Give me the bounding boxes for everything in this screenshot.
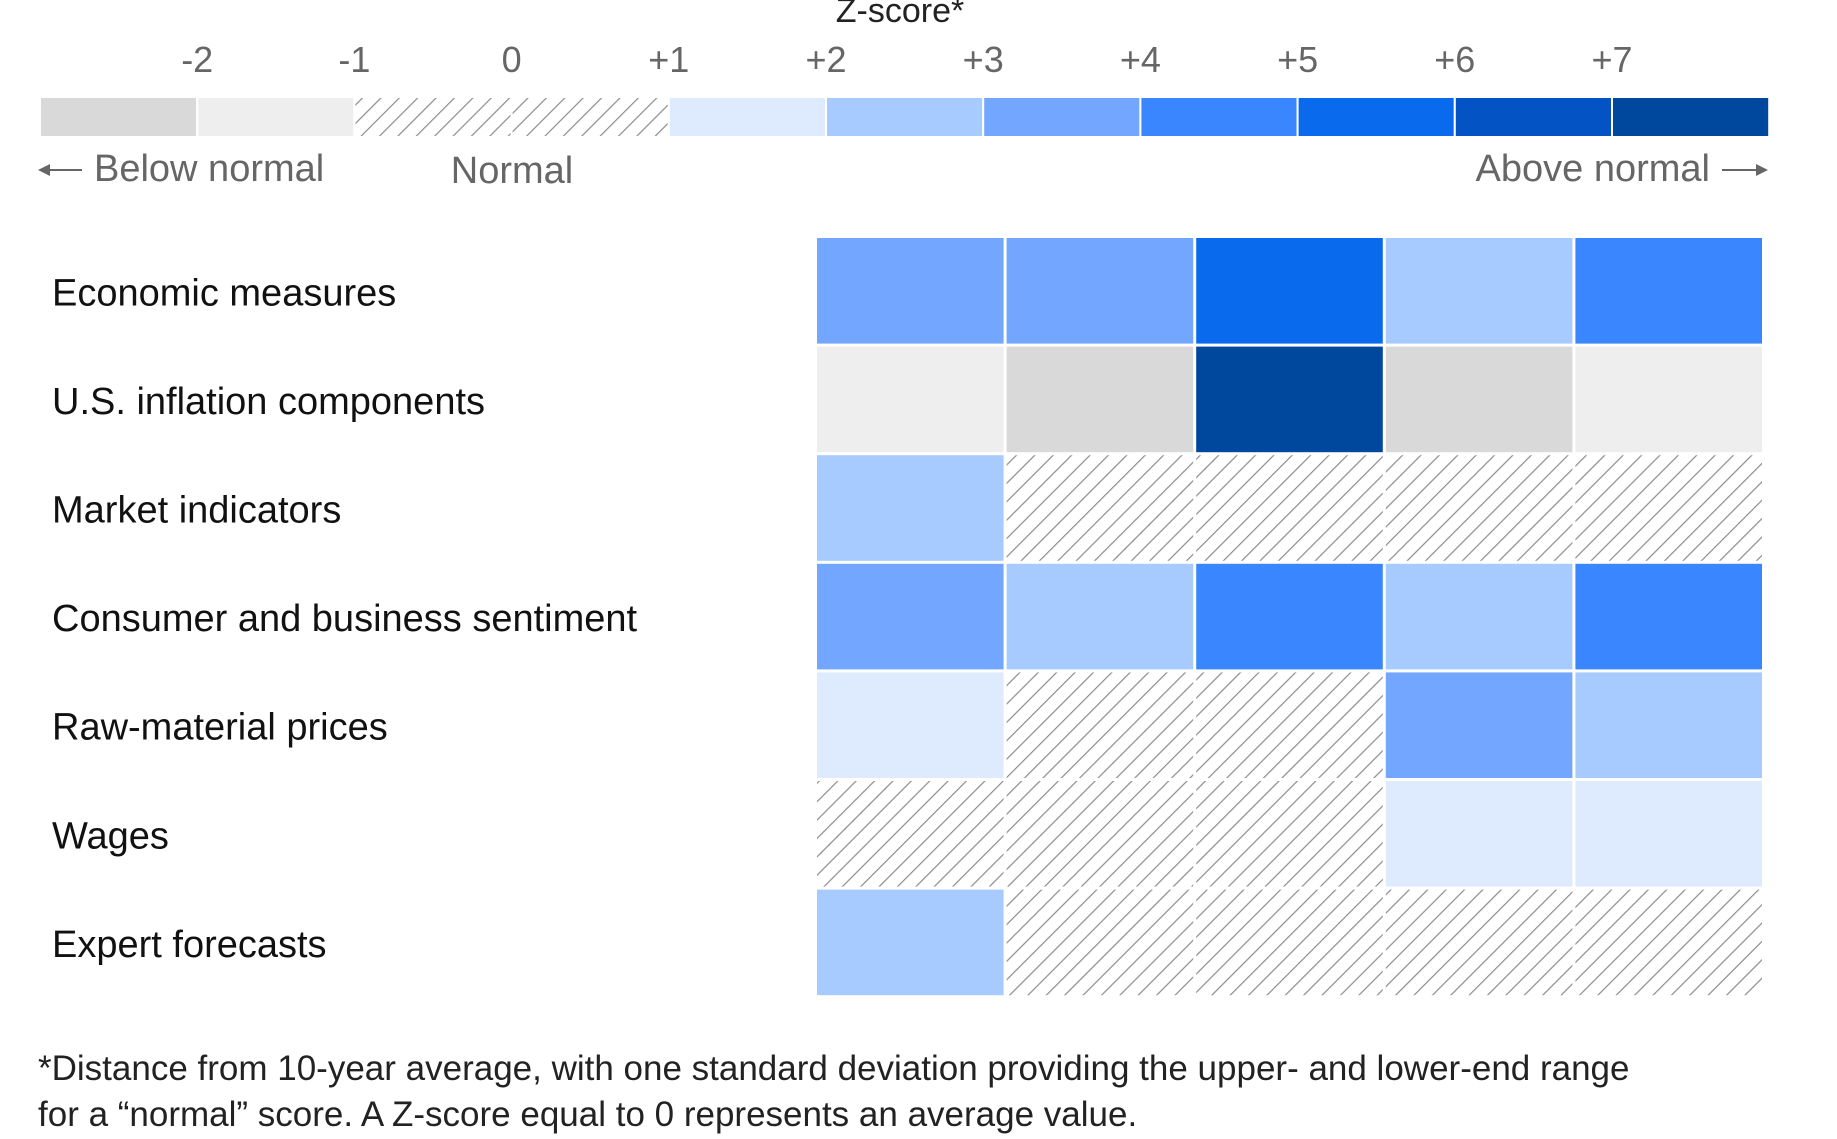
row-label: Expert forecasts [52, 924, 327, 966]
heatmap-cell [1196, 889, 1383, 996]
heatmap-cell [1196, 238, 1383, 344]
above-normal-label: Above normal [1476, 148, 1710, 190]
scale-legend-bar [39, 96, 1771, 138]
heatmap-cell [1385, 238, 1573, 344]
row-label: U.S. inflation components [52, 381, 485, 423]
row-labels: Economic measures U.S. inflation componen… [52, 272, 638, 966]
heatmap-cell [1385, 346, 1573, 453]
heatmap-cell [817, 781, 1004, 887]
scale-tick-label: -2 [181, 39, 213, 80]
heatmap-cell [817, 889, 1004, 996]
scale-above-label: Above normal [1476, 148, 1768, 190]
heatmap-cell [1385, 455, 1573, 561]
heatmap-cell [817, 238, 1004, 344]
scale-bin [353, 96, 513, 138]
scale-title: Z-score* [836, 0, 964, 30]
scale-bin [982, 96, 1142, 138]
scale-bin [39, 96, 199, 138]
heatmap-cell [817, 455, 1004, 561]
scale-tick-label: -1 [338, 39, 370, 80]
footnote-line-1: *Distance from 10-year average, with one… [38, 1049, 1630, 1088]
scale-tick-labels: -2 -1 0 +1 +2 +3 +4 +5 +6 +7 [181, 39, 1632, 80]
scale-tick-label: 0 [502, 39, 522, 80]
heatmap-cell [1575, 563, 1762, 670]
heatmap-cell [1006, 563, 1194, 670]
left-arrow-head-icon [38, 164, 50, 176]
heatmap-cell [1575, 455, 1762, 561]
normal-label: Normal [451, 150, 573, 192]
heatmap-cell [1196, 672, 1383, 778]
scale-bin [1611, 96, 1771, 138]
scale-tick-label: +6 [1434, 39, 1475, 80]
heatmap-cell [1385, 563, 1573, 670]
heatmap-cell [1385, 889, 1573, 996]
scale-bin [1139, 96, 1299, 138]
scale-tick-label: +3 [963, 39, 1004, 80]
heatmap-cell [1196, 455, 1383, 561]
heatmap-grid [817, 238, 1762, 996]
heatmap-cell [817, 672, 1004, 778]
scale-tick-label: +4 [1120, 39, 1161, 80]
heatmap-cell [1575, 889, 1762, 996]
scale-tick-label: +5 [1277, 39, 1318, 80]
scale-tick-label: +2 [805, 39, 846, 80]
scale-bin [510, 96, 670, 138]
heatmap-cell [1006, 455, 1194, 561]
scale-bin [667, 96, 827, 138]
row-label: Raw-material prices [52, 707, 388, 749]
heatmap-cell [1006, 889, 1194, 996]
heatmap-cell [1575, 672, 1762, 778]
footnote-line-2: for a “normal” score. A Z-score equal to… [38, 1095, 1137, 1134]
heatmap-cell [1006, 672, 1194, 778]
heatmap-cell [1196, 781, 1383, 887]
heatmap-cell [817, 346, 1004, 453]
row-label: Economic measures [52, 272, 396, 314]
heatmap-cell [1575, 346, 1762, 453]
right-arrow-head-icon [1756, 164, 1768, 176]
heatmap-cell [1196, 346, 1383, 453]
scale-bin [1296, 96, 1456, 138]
heatmap-cell [817, 563, 1004, 670]
scale-bin [825, 96, 985, 138]
scale-below-label: Below normal [38, 148, 324, 190]
scale-bin [196, 96, 356, 138]
scale-tick-label: +7 [1591, 39, 1632, 80]
heatmap-cell [1006, 346, 1194, 453]
heatmap-cell [1006, 238, 1194, 344]
heatmap-cell [1385, 672, 1573, 778]
scale-bin [1453, 96, 1614, 138]
heatmap-cell [1006, 781, 1194, 887]
row-label: Consumer and business sentiment [52, 598, 638, 640]
scale-tick-label: +1 [648, 39, 689, 80]
below-normal-label: Below normal [94, 148, 324, 190]
heatmap-cell [1385, 781, 1573, 887]
heatmap-cell [1575, 781, 1762, 887]
row-label: Wages [52, 815, 169, 857]
heatmap-cell [1196, 563, 1383, 670]
heatmap-cell [1575, 238, 1762, 344]
row-label: Market indicators [52, 490, 341, 532]
